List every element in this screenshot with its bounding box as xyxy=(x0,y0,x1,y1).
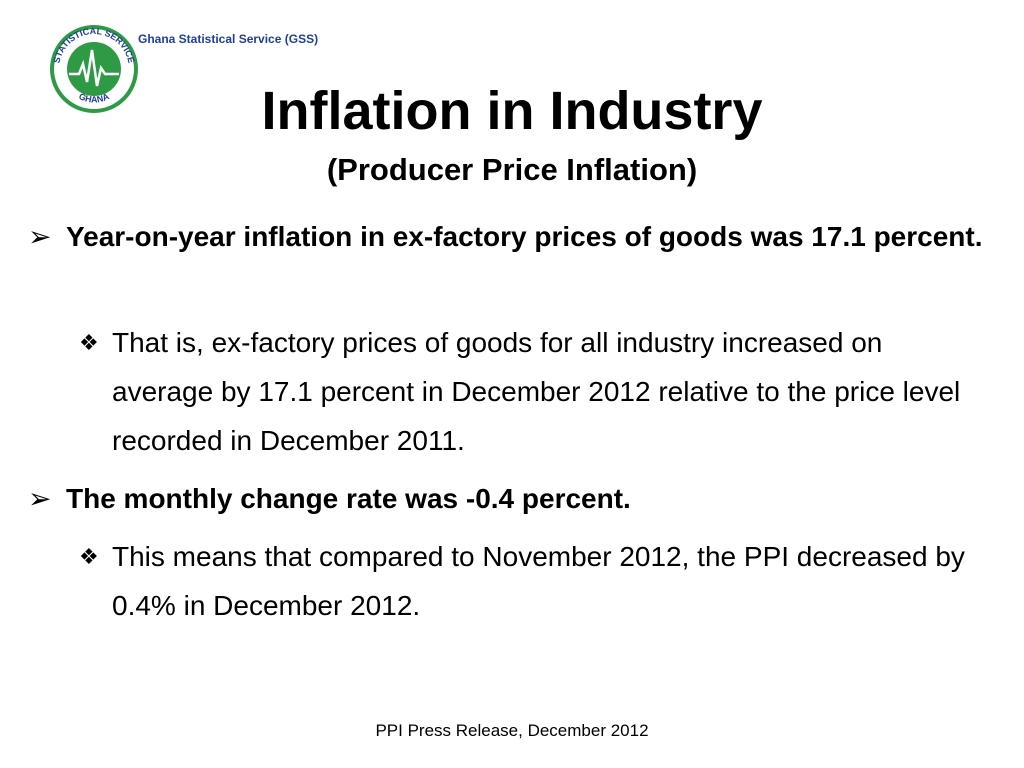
org-name: Ghana Statistical Service (GSS) xyxy=(138,32,319,46)
slide-title: Inflation in Industry xyxy=(261,81,763,141)
sub-bullet-text: That is, ex-factory prices of goods for … xyxy=(112,327,961,456)
diamond-bullet-icon: ❖ xyxy=(79,544,99,569)
arrow-bullet-icon: ➢ xyxy=(28,483,52,514)
bullet-item: ➢ Year-on-year inflation in ex-factory p… xyxy=(28,212,988,310)
sub-bullet-text: This means that compared to November 201… xyxy=(112,541,965,621)
sub-bullet-item: ❖ This means that compared to November 2… xyxy=(79,532,994,630)
bullet-text: The monthly change rate was -0.4 percent… xyxy=(66,483,631,514)
svg-text:GHANA: GHANA xyxy=(77,91,111,105)
diamond-bullet-icon: ❖ xyxy=(79,330,99,355)
footer-text: PPI Press Release, December 2012 xyxy=(375,721,649,740)
sub-bullet-item: ❖ That is, ex-factory prices of goods fo… xyxy=(79,318,994,465)
bullet-item: ➢ The monthly change rate was -0.4 perce… xyxy=(28,474,988,523)
logo-text-bottom: GHANA xyxy=(77,91,111,105)
gss-logo-icon: STATISTICAL SERVICE GHANA xyxy=(50,25,138,113)
slide-subtitle: (Producer Price Inflation) xyxy=(326,152,698,187)
bullet-text: Year-on-year inflation in ex-factory pri… xyxy=(66,221,983,252)
gss-logo: STATISTICAL SERVICE GHANA xyxy=(47,22,141,116)
arrow-bullet-icon: ➢ xyxy=(28,221,52,252)
